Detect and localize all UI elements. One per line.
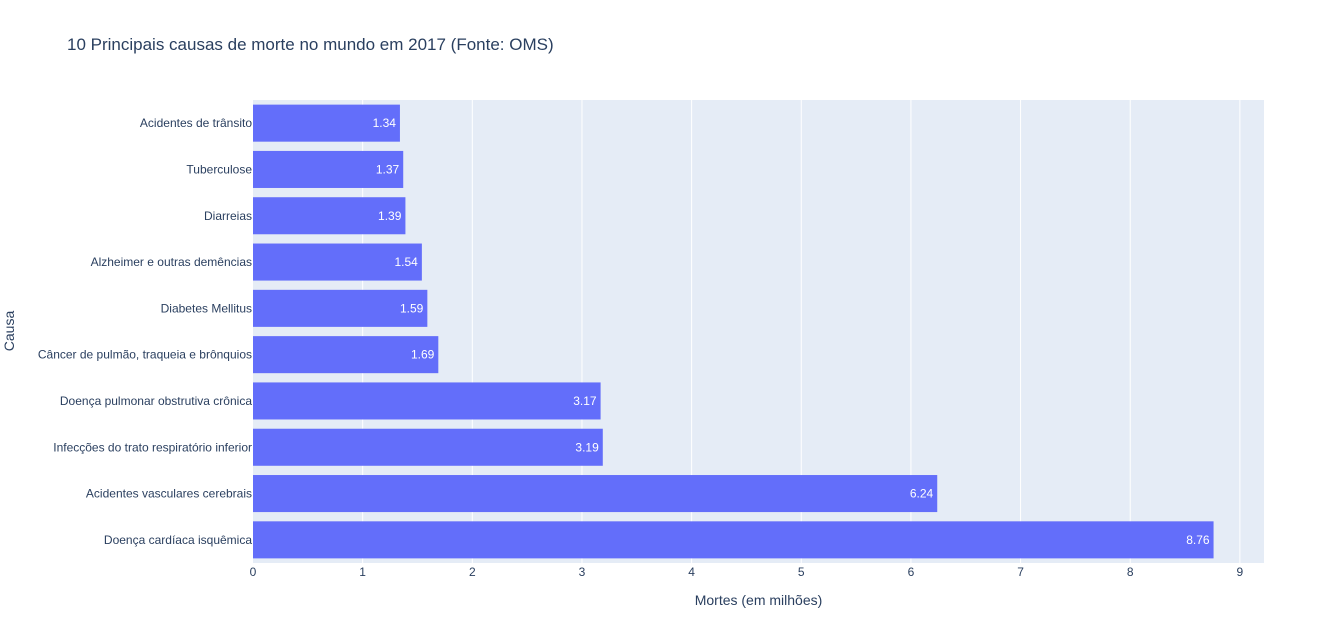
x-tick-label: 6	[908, 565, 915, 579]
bar	[253, 521, 1214, 559]
bar-value-label: 1.39	[378, 209, 402, 223]
x-tick-label: 2	[469, 565, 476, 579]
y-tick-label: Infecções do trato respiratório inferior	[53, 440, 252, 454]
bar-value-label: 6.24	[910, 487, 934, 501]
bar-value-label: 3.19	[575, 440, 599, 454]
x-tick-label: 7	[1017, 565, 1024, 579]
bar	[253, 197, 406, 235]
x-tick-label: 3	[579, 565, 586, 579]
bars	[253, 104, 1214, 559]
bar	[253, 104, 400, 142]
y-tick-label: Acidentes vasculares cerebrais	[86, 487, 252, 501]
y-tick-label: Tuberculose	[186, 162, 252, 176]
bar	[253, 150, 404, 188]
bar-value-label: 1.37	[376, 162, 400, 176]
bar	[253, 475, 938, 513]
x-tick-label: 8	[1127, 565, 1134, 579]
bar-value-label: 8.76	[1186, 533, 1210, 547]
x-axis-ticks: 0 1 2 3 4 5 6 7 8 9	[250, 565, 1244, 579]
bar-value-label: 1.54	[395, 255, 419, 269]
bar-value-label: 1.59	[400, 301, 424, 315]
bar	[253, 382, 601, 420]
chart-title: 10 Principais causas de morte no mundo e…	[67, 35, 554, 54]
bar-value-label: 3.17	[573, 394, 597, 408]
y-tick-label: Doença cardíaca isquêmica	[104, 533, 252, 547]
y-axis-title: Causa	[1, 311, 17, 352]
x-tick-label: 4	[688, 565, 695, 579]
bar-value-label: 1.34	[373, 116, 397, 130]
y-tick-label: Diarreias	[204, 209, 252, 223]
bar	[253, 428, 603, 466]
y-tick-label: Acidentes de trânsito	[140, 116, 252, 130]
bar	[253, 336, 439, 374]
bar	[253, 243, 422, 281]
x-tick-label: 5	[798, 565, 805, 579]
x-axis-title: Mortes (em milhões)	[695, 592, 823, 608]
bar-value-labels: 1.34 1.37 1.39 1.54 1.59 1.69 3.17 3.19 6.24 8.76	[373, 116, 1210, 547]
bar	[253, 289, 428, 327]
x-tick-label: 1	[359, 565, 366, 579]
y-tick-label: Câncer de pulmão, traqueia e brônquios	[38, 348, 252, 362]
y-tick-label: Alzheimer e outras demências	[91, 255, 252, 269]
x-tick-label: 9	[1237, 565, 1244, 579]
bar-value-label: 1.69	[411, 348, 435, 362]
y-tick-label: Diabetes Mellitus	[161, 301, 252, 315]
x-tick-label: 0	[250, 565, 257, 579]
y-axis-ticks: Acidentes de trânsito Tuberculose Diarreia…	[38, 116, 252, 547]
y-tick-label: Doença pulmonar obstrutiva crônica	[60, 394, 252, 408]
